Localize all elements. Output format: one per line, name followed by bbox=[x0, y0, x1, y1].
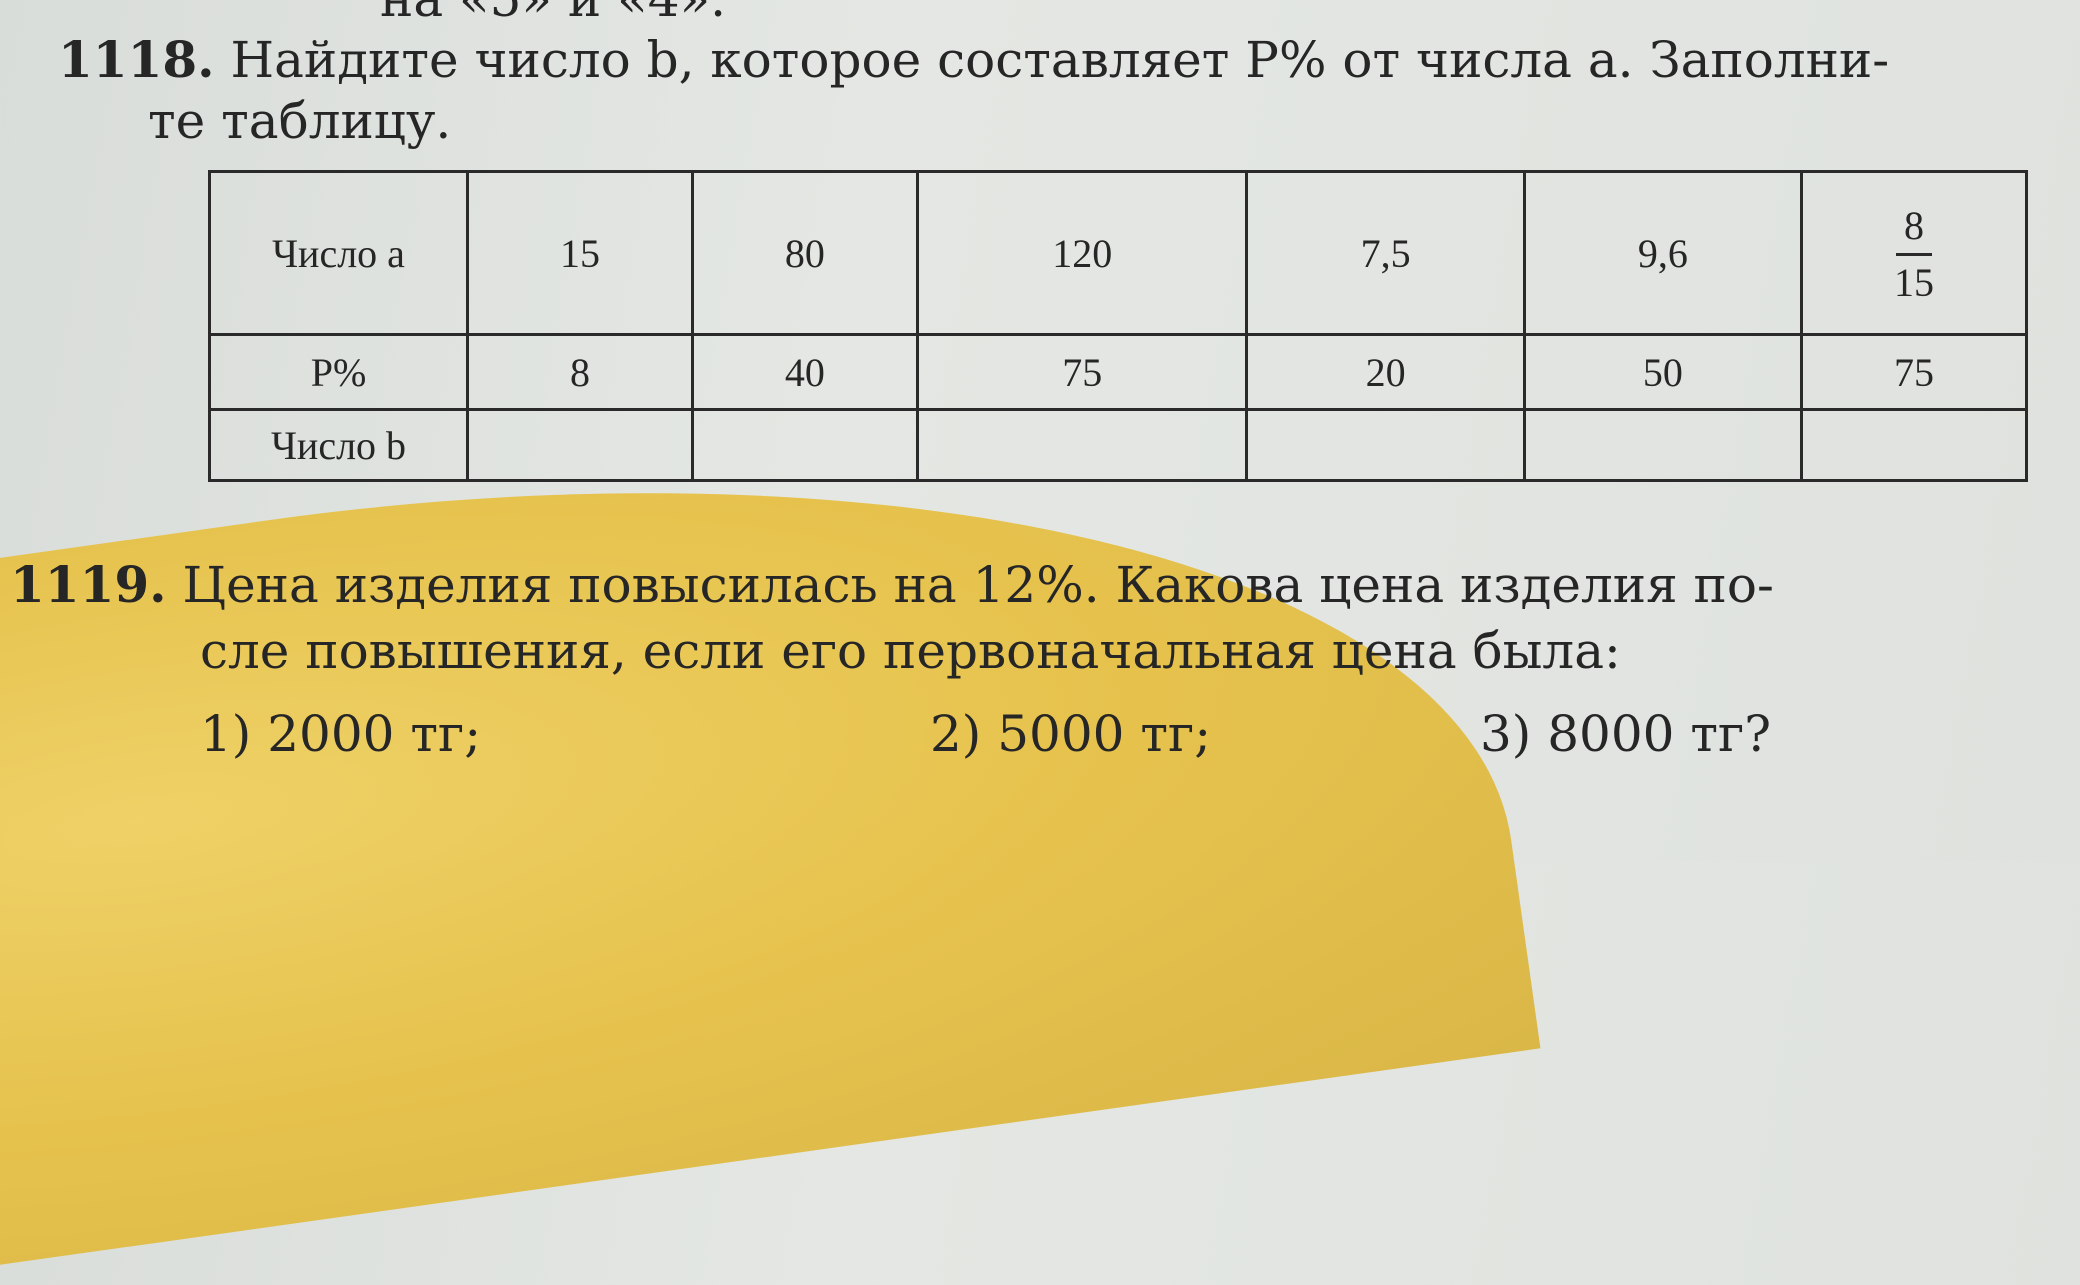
row-header: Число b bbox=[208, 408, 469, 482]
denominator: 15 bbox=[1894, 260, 1934, 305]
percent-table: Число a 15 80 120 7,5 9,6 8 15 P% 8 40 7… bbox=[208, 170, 2028, 482]
table-cell-empty bbox=[1800, 408, 2028, 482]
numerator: 8 bbox=[1904, 203, 1924, 248]
task-text: Найдите число b, которое составляет P% о… bbox=[230, 31, 1890, 89]
task-number: 1118. bbox=[58, 30, 215, 89]
answer-option: 1) 2000 тг; bbox=[200, 705, 482, 763]
table-cell: 75 bbox=[915, 333, 1249, 411]
table-cell: 15 bbox=[466, 170, 694, 336]
task-number: 1119. bbox=[10, 555, 167, 614]
task-1119-line1: 1119. Цена изделия повысилась на 12%. Ка… bbox=[10, 555, 1774, 614]
top-fragment: на «5» и «4». bbox=[380, 0, 726, 28]
table-cell: 20 bbox=[1245, 333, 1526, 411]
table-row: Число a 15 80 120 7,5 9,6 8 15 bbox=[208, 170, 2028, 336]
table-cell-empty bbox=[690, 408, 919, 482]
fraction: 8 15 bbox=[1894, 205, 1934, 304]
row-header: Число a bbox=[208, 170, 469, 336]
table-cell: 75 bbox=[1800, 333, 2028, 411]
yellow-background-shape bbox=[0, 355, 1541, 1285]
table-cell: 40 bbox=[690, 333, 919, 411]
answer-option: 3) 8000 тг? bbox=[1480, 705, 1772, 763]
table-cell: 80 bbox=[690, 170, 919, 336]
fraction-bar bbox=[1896, 253, 1932, 256]
task-1119-line2: сле повышения, если его первоначальная ц… bbox=[200, 622, 1621, 680]
table-cell-fraction: 8 15 bbox=[1800, 170, 2028, 336]
table-cell: 50 bbox=[1522, 333, 1804, 411]
table-cell: 120 bbox=[915, 170, 1249, 336]
table-cell-empty bbox=[915, 408, 1249, 482]
row-header: P% bbox=[208, 333, 469, 411]
table-cell: 8 bbox=[466, 333, 694, 411]
task-1118-line2: те таблицу. bbox=[148, 92, 452, 150]
task-1118-line1: 1118. Найдите число b, которое составляе… bbox=[58, 30, 1889, 89]
table-cell-empty bbox=[1522, 408, 1804, 482]
table-cell: 9,6 bbox=[1522, 170, 1804, 336]
table-cell-empty bbox=[466, 408, 694, 482]
answer-option: 2) 5000 тг; bbox=[930, 705, 1212, 763]
table-row: P% 8 40 75 20 50 75 bbox=[208, 333, 2028, 411]
table-cell-empty bbox=[1245, 408, 1526, 482]
table-row: Число b bbox=[208, 408, 2028, 482]
task-text: Цена изделия повысилась на 12%. Какова ц… bbox=[182, 556, 1774, 614]
table-cell: 7,5 bbox=[1245, 170, 1526, 336]
